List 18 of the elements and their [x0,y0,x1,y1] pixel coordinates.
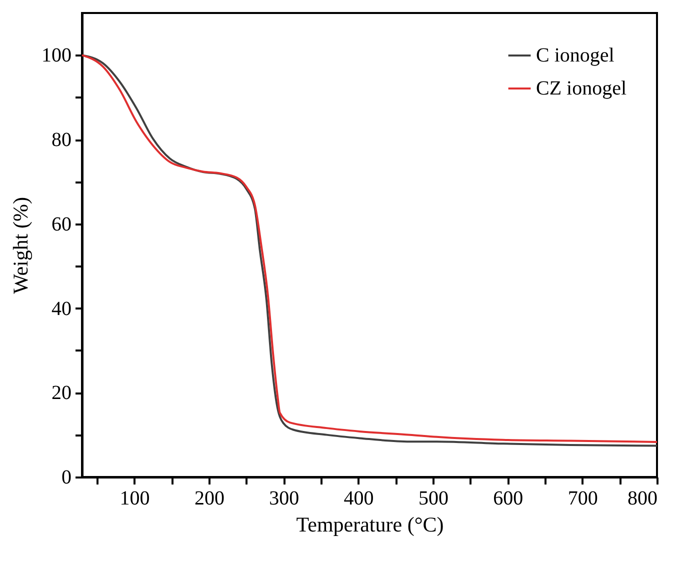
x-tick-label: 600 [493,488,524,510]
y-tick-label: 80 [52,129,72,152]
y-tick-label: 100 [42,44,72,67]
y-axis-title: Weight (%) [8,197,32,294]
x-tick-label: 500 [418,488,448,510]
x-axis-title: Temperature (°C) [296,512,444,536]
x-tick-label: 800 [628,488,658,510]
x-tick-label: 400 [344,488,374,510]
y-tick-label: 20 [52,382,72,404]
y-tick-label: 0 [62,466,72,488]
x-tick-label: 100 [120,488,150,510]
y-tick-label: 60 [52,213,72,236]
legend-label: CZ ionogel [536,78,627,100]
x-tick-label: 700 [568,488,598,510]
x-tick-label: 200 [194,488,224,510]
x-tick-label: 300 [269,488,300,510]
legend-label: C ionogel [536,44,615,66]
y-tick-label: 40 [52,298,72,320]
